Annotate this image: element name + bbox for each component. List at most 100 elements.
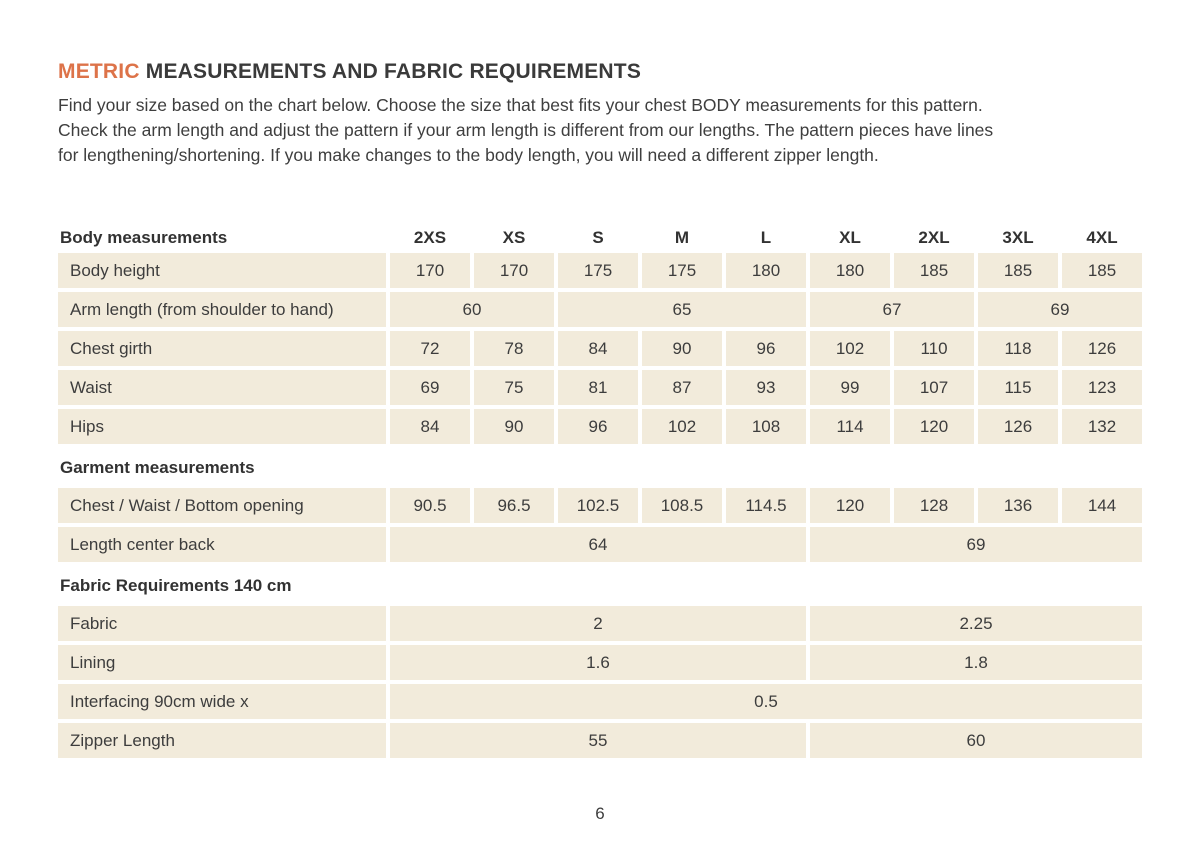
value-cell: 60 (390, 292, 554, 327)
intro-line: Find your size based on the chart below.… (58, 95, 983, 115)
value-cell: 78 (474, 331, 554, 366)
row-fabric: Fabric 2 2.25 (58, 606, 1142, 641)
value-cell: 185 (1062, 253, 1142, 288)
value-cell: 84 (558, 331, 638, 366)
value-cell: 96 (558, 409, 638, 444)
value-cell: 115 (978, 370, 1058, 405)
page: METRIC MEASUREMENTS AND FABRIC REQUIREME… (58, 60, 1142, 823)
value-cell: 64 (390, 527, 806, 562)
row-label: Chest girth (58, 331, 386, 366)
value-cell: 110 (894, 331, 974, 366)
value-cell: 102.5 (558, 488, 638, 523)
size-header-2xs: 2XS (413, 228, 447, 247)
value-cell: 65 (558, 292, 806, 327)
size-header-l: L (760, 228, 772, 247)
row-label: Waist (58, 370, 386, 405)
value-cell: 84 (390, 409, 470, 444)
value-cell: 90 (474, 409, 554, 444)
size-header-xs: XS (502, 228, 526, 247)
page-number: 6 (595, 804, 605, 823)
value-cell: 108 (726, 409, 806, 444)
page-title: METRIC MEASUREMENTS AND FABRIC REQUIREME… (58, 60, 1142, 84)
value-cell: 1.8 (810, 645, 1142, 680)
value-cell: 114 (810, 409, 890, 444)
value-cell: 93 (726, 370, 806, 405)
value-cell: 2 (390, 606, 806, 641)
value-cell: 99 (810, 370, 890, 405)
value-cell: 87 (642, 370, 722, 405)
value-cell: 175 (642, 253, 722, 288)
value-cell: 69 (390, 370, 470, 405)
value-cell: 96 (726, 331, 806, 366)
value-cell: 96.5 (474, 488, 554, 523)
size-header-3xl: 3XL (1002, 228, 1034, 247)
value-cell: 144 (1062, 488, 1142, 523)
intro-paragraph: Find your size based on the chart below.… (58, 93, 1142, 168)
row-arm-length: Arm length (from shoulder to hand) 60 65… (58, 292, 1142, 327)
value-cell: 126 (978, 409, 1058, 444)
size-header-m: M (674, 228, 690, 247)
value-cell: 185 (894, 253, 974, 288)
value-cell: 55 (390, 723, 806, 758)
value-cell: 170 (474, 253, 554, 288)
measurements-table: Body measurements 2XS XS S M L XL 2XL 3X… (58, 223, 1142, 758)
value-cell: 75 (474, 370, 554, 405)
value-cell: 69 (810, 527, 1142, 562)
value-cell: 90.5 (390, 488, 470, 523)
value-cell: 170 (390, 253, 470, 288)
row-label: Interfacing 90cm wide x (58, 684, 386, 719)
value-cell: 107 (894, 370, 974, 405)
section-header-garment: Garment measurements (60, 458, 255, 477)
row-label: Chest / Waist / Bottom opening (58, 488, 386, 523)
row-label: Arm length (from shoulder to hand) (58, 292, 386, 327)
row-waist: Waist 69 75 81 87 93 99 107 115 123 (58, 370, 1142, 405)
value-cell: 102 (810, 331, 890, 366)
intro-line: for lengthening/shortening. If you make … (58, 145, 879, 165)
row-hips: Hips 84 90 96 102 108 114 120 126 132 (58, 409, 1142, 444)
value-cell: 69 (978, 292, 1142, 327)
value-cell: 180 (810, 253, 890, 288)
value-cell: 185 (978, 253, 1058, 288)
value-cell: 136 (978, 488, 1058, 523)
value-cell: 2.25 (810, 606, 1142, 641)
row-body-height: Body height 170 170 175 175 180 180 185 … (58, 253, 1142, 288)
value-cell: 0.5 (390, 684, 1142, 719)
row-interfacing: Interfacing 90cm wide x 0.5 (58, 684, 1142, 719)
page-title-rest: MEASUREMENTS AND FABRIC REQUIREMENTS (145, 60, 642, 83)
value-cell: 175 (558, 253, 638, 288)
table-header-label: Body measurements (60, 228, 228, 247)
value-cell: 1.6 (390, 645, 806, 680)
row-label: Zipper Length (58, 723, 386, 758)
value-cell: 108.5 (642, 488, 722, 523)
row-zipper-length: Zipper Length 55 60 (58, 723, 1142, 758)
row-length-center-back: Length center back 64 69 (58, 527, 1142, 562)
value-cell: 120 (894, 409, 974, 444)
value-cell: 120 (810, 488, 890, 523)
value-cell: 126 (1062, 331, 1142, 366)
value-cell: 114.5 (726, 488, 806, 523)
row-label: Length center back (58, 527, 386, 562)
value-cell: 81 (558, 370, 638, 405)
size-header-4xl: 4XL (1086, 228, 1118, 247)
size-header-2xl: 2XL (918, 228, 950, 247)
value-cell: 102 (642, 409, 722, 444)
row-label: Fabric (58, 606, 386, 641)
row-chest-waist-bottom: Chest / Waist / Bottom opening 90.5 96.5… (58, 488, 1142, 523)
section-header-fabric-requirements: Fabric Requirements 140 cm (60, 576, 292, 595)
table-header-row: Body measurements 2XS XS S M L XL 2XL 3X… (58, 223, 1142, 253)
value-cell: 67 (810, 292, 974, 327)
value-cell: 132 (1062, 409, 1142, 444)
value-cell: 90 (642, 331, 722, 366)
size-header-xl: XL (839, 228, 861, 247)
value-cell: 118 (978, 331, 1058, 366)
value-cell: 180 (726, 253, 806, 288)
value-cell: 60 (810, 723, 1142, 758)
row-lining: Lining 1.6 1.8 (58, 645, 1142, 680)
value-cell: 72 (390, 331, 470, 366)
row-label: Body height (58, 253, 386, 288)
size-header-s: S (592, 228, 604, 247)
page-title-highlight: METRIC (58, 60, 140, 83)
value-cell: 123 (1062, 370, 1142, 405)
row-label: Hips (58, 409, 386, 444)
value-cell: 128 (894, 488, 974, 523)
